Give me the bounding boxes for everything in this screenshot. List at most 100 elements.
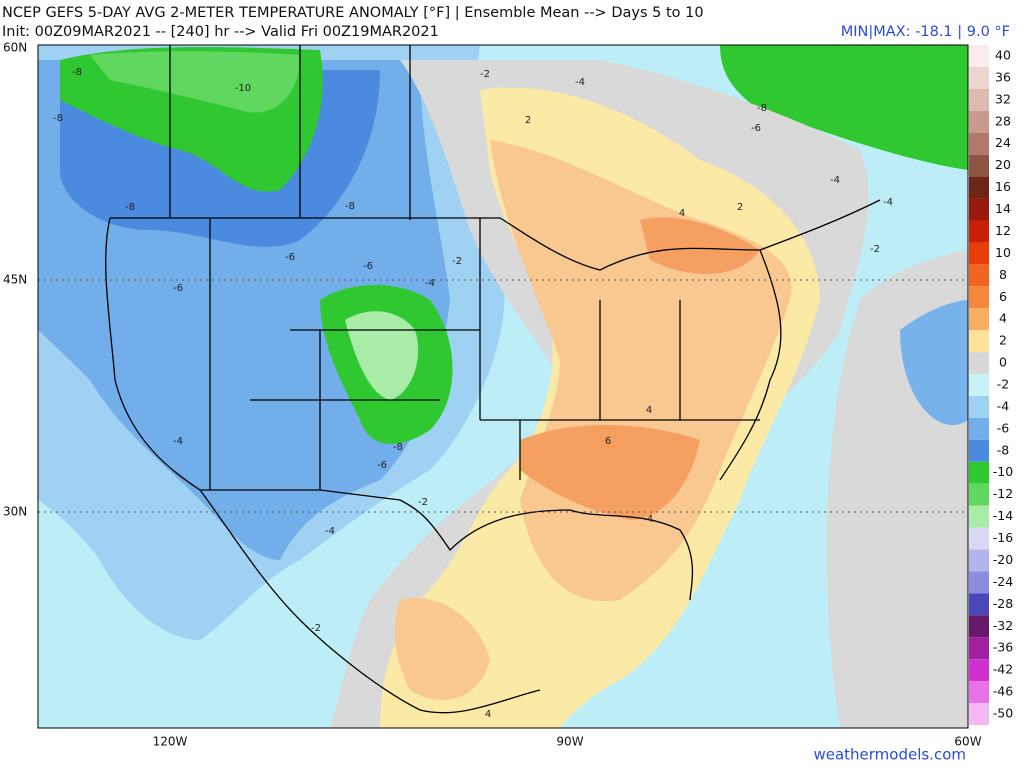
colorbar-label: 8 xyxy=(999,267,1007,282)
colorbar-swatch xyxy=(969,527,989,550)
colorbar-label: -32 xyxy=(993,618,1013,633)
contour-label: -10 xyxy=(235,83,251,94)
colorbar-swatch xyxy=(969,461,989,484)
colorbar-swatch xyxy=(969,220,989,243)
colorbar-label: -24 xyxy=(993,574,1013,589)
colorbar-swatch xyxy=(969,374,989,396)
colorbar-swatch xyxy=(969,45,989,67)
colorbar-label: -10 xyxy=(993,464,1013,479)
contour-label: -4 xyxy=(830,175,840,186)
anomaly-plus6 xyxy=(520,425,700,520)
colorbar-label: -46 xyxy=(993,684,1013,699)
colorbar-label: 2 xyxy=(999,333,1007,348)
colorbar-swatch xyxy=(969,659,989,682)
colorbar-swatch xyxy=(969,681,989,704)
colorbar-swatch xyxy=(969,242,989,265)
lat-label: 45N xyxy=(3,273,27,287)
contour-label: 2 xyxy=(525,115,531,126)
colorbar-label: -16 xyxy=(993,530,1013,545)
contour-label: -2 xyxy=(480,69,490,80)
colorbar-label: -20 xyxy=(993,552,1013,567)
contour-label: -4 xyxy=(883,197,893,208)
colorbar-label: 16 xyxy=(995,179,1011,194)
min-max: MIN|MAX: -18.1 | 9.0 °F xyxy=(841,24,1010,40)
colorbar-swatch xyxy=(969,132,989,155)
colorbar: 4036322824201614121086420-2-4-6-8-10-12-… xyxy=(969,45,1013,725)
borders xyxy=(105,45,881,714)
colorbar-label: 14 xyxy=(995,201,1011,216)
colorbar-label: 40 xyxy=(995,47,1011,62)
colorbar-label: 10 xyxy=(995,245,1011,260)
colorbar-swatch xyxy=(969,417,989,440)
contour-labels: -8 -10 -8 -8 -8 -6 -6 -6 -4 -2 -2 -4 2 4 2 -8 -6 -4 -4 -2 -4… xyxy=(53,67,893,720)
lon-label: 60W xyxy=(954,735,981,749)
colorbar-swatch xyxy=(969,88,989,111)
map-frame xyxy=(37,44,969,729)
contour-label: -4 xyxy=(425,278,435,289)
anomaly-minus14 xyxy=(345,311,419,400)
contour-label: -6 xyxy=(377,460,387,471)
contour-label: -8 xyxy=(393,442,403,453)
colorbar-swatch xyxy=(969,483,989,506)
contour-label: -8 xyxy=(72,67,82,78)
contour-label: -8 xyxy=(53,113,63,124)
contour-label: 2 xyxy=(737,202,743,213)
colorbar-label: -4 xyxy=(997,398,1010,413)
colorbar-label: -14 xyxy=(993,508,1013,523)
colorbar-label: 28 xyxy=(995,113,1011,128)
anomaly-minus12 xyxy=(90,51,300,113)
contour-label: -8 xyxy=(345,201,355,212)
contour-label: 4 xyxy=(647,514,653,525)
colorbar-swatch xyxy=(969,505,989,528)
lat-label: 60N xyxy=(3,41,27,55)
colorbar-label: 4 xyxy=(999,311,1007,326)
contour-label: -8 xyxy=(757,103,767,114)
lon-label: 120W xyxy=(153,735,188,749)
colorbar-swatch xyxy=(969,264,989,287)
contour-label: -4 xyxy=(575,77,585,88)
colorbar-label: -2 xyxy=(997,377,1009,392)
colorbar-swatch xyxy=(969,615,989,638)
colorbar-label: -8 xyxy=(997,442,1010,457)
lat-label: 30N xyxy=(3,505,27,519)
anomaly-plus6 xyxy=(640,217,760,274)
contour-label: -6 xyxy=(363,261,373,272)
colorbar-swatch xyxy=(969,198,989,221)
colorbar-swatch xyxy=(969,571,989,594)
credit: weathermodels.com xyxy=(813,746,966,764)
colorbar-swatch xyxy=(969,439,989,462)
colorbar-label: -12 xyxy=(993,486,1013,501)
contour-label: -4 xyxy=(325,526,335,537)
contour-label: 6 xyxy=(605,436,611,447)
colorbar-label: 12 xyxy=(995,223,1011,238)
contour-label: 4 xyxy=(485,709,491,720)
colorbar-swatch xyxy=(969,703,989,725)
anomaly-cold xyxy=(900,300,968,426)
colorbar-label: 32 xyxy=(995,91,1011,106)
contour-label: -6 xyxy=(751,123,761,134)
contour-label: -8 xyxy=(125,202,135,213)
colorbar-label: 6 xyxy=(999,289,1007,304)
colorbar-swatch xyxy=(969,154,989,177)
colorbar-label: -28 xyxy=(993,596,1013,611)
colorbar-swatch xyxy=(969,176,989,199)
lon-label: 90W xyxy=(556,735,583,749)
colorbar-swatch xyxy=(969,66,989,89)
contour-label: 4 xyxy=(679,208,685,219)
colorbar-swatch xyxy=(969,330,989,353)
contour-label: -4 xyxy=(173,436,183,447)
colorbar-label: 0 xyxy=(999,355,1007,370)
colorbar-label: 20 xyxy=(995,157,1011,172)
colorbar-swatch xyxy=(969,593,989,616)
contour-label: -2 xyxy=(870,244,880,255)
colorbar-label: -36 xyxy=(993,640,1013,655)
contour-label: 4 xyxy=(646,405,652,416)
colorbar-swatch xyxy=(969,637,989,660)
colorbar-label: -50 xyxy=(993,706,1013,721)
contour-label: -6 xyxy=(285,252,295,263)
anomaly-plus4 xyxy=(394,598,490,700)
colorbar-swatch xyxy=(969,110,989,133)
contour-label: -2 xyxy=(311,623,321,634)
colorbar-label: -42 xyxy=(993,662,1013,677)
